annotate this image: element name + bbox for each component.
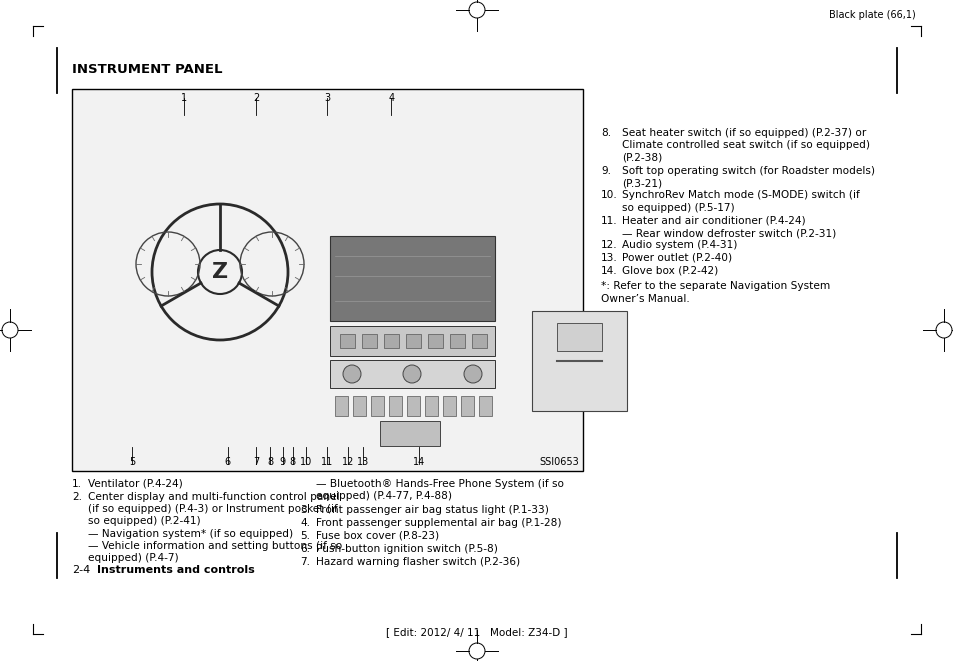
Bar <box>335 396 348 416</box>
Bar <box>450 334 464 348</box>
Bar <box>371 396 384 416</box>
Text: 2-4: 2-4 <box>71 565 91 575</box>
Text: 12: 12 <box>341 457 354 467</box>
Text: 5.: 5. <box>299 531 310 541</box>
Bar <box>472 334 486 348</box>
Text: Climate controlled seat switch (if so equipped): Climate controlled seat switch (if so eq… <box>621 141 869 151</box>
Text: — Navigation system* (if so equipped): — Navigation system* (if so equipped) <box>88 529 293 539</box>
Text: Owner’s Manual.: Owner’s Manual. <box>600 293 689 303</box>
Text: 11.: 11. <box>600 215 617 225</box>
Bar <box>330 236 495 321</box>
Text: 10.: 10. <box>600 190 618 200</box>
Text: 3.: 3. <box>299 505 310 515</box>
Bar <box>428 334 442 348</box>
Text: 11: 11 <box>321 457 334 467</box>
Text: (P.2-38): (P.2-38) <box>621 153 661 163</box>
Text: 2.: 2. <box>71 492 82 502</box>
Text: 4.: 4. <box>299 518 310 528</box>
Text: Black plate (66,1): Black plate (66,1) <box>828 10 915 20</box>
Bar <box>424 396 437 416</box>
Text: Fuse box cover (P.8-23): Fuse box cover (P.8-23) <box>315 531 438 541</box>
Text: 9.: 9. <box>600 165 610 176</box>
Text: 8.: 8. <box>600 128 611 138</box>
Text: 9: 9 <box>279 457 285 467</box>
Text: Hazard warning flasher switch (P.2-36): Hazard warning flasher switch (P.2-36) <box>315 557 519 567</box>
Text: Instruments and controls: Instruments and controls <box>97 565 254 575</box>
Text: 13.: 13. <box>600 253 618 263</box>
Text: SSI0653: SSI0653 <box>538 457 578 467</box>
Text: 8: 8 <box>267 457 274 467</box>
Text: *: Refer to the separate Navigation System: *: Refer to the separate Navigation Syst… <box>600 281 829 291</box>
Text: 14: 14 <box>413 457 425 467</box>
Bar <box>339 334 355 348</box>
Text: equipped) (P.4-77, P.4-88): equipped) (P.4-77, P.4-88) <box>315 491 452 501</box>
Text: 7: 7 <box>253 457 259 467</box>
Text: Seat heater switch (if so equipped) (P.2-37) or: Seat heater switch (if so equipped) (P.2… <box>621 128 865 138</box>
Text: Front passenger supplemental air bag (P.1-28): Front passenger supplemental air bag (P.… <box>315 518 561 528</box>
Bar <box>532 311 626 411</box>
Bar <box>557 323 601 351</box>
Text: — Bluetooth® Hands-Free Phone System (if so: — Bluetooth® Hands-Free Phone System (if… <box>315 479 563 489</box>
Text: 10: 10 <box>299 457 312 467</box>
Bar <box>407 396 419 416</box>
Text: 3: 3 <box>324 93 331 103</box>
Text: 8: 8 <box>290 457 295 467</box>
Text: — Rear window defroster switch (P.2-31): — Rear window defroster switch (P.2-31) <box>621 228 836 238</box>
Bar <box>330 326 495 356</box>
Bar <box>379 421 439 446</box>
Text: 4: 4 <box>388 93 394 103</box>
Text: 2: 2 <box>253 93 259 103</box>
Bar <box>406 334 420 348</box>
Text: SynchroRev Match mode (S-MODE) switch (if: SynchroRev Match mode (S-MODE) switch (i… <box>621 190 859 200</box>
Bar <box>71 89 582 471</box>
Text: 6.: 6. <box>299 544 310 554</box>
Text: 14.: 14. <box>600 266 617 276</box>
Text: Center display and multi-function control panel: Center display and multi-function contro… <box>88 492 339 502</box>
Circle shape <box>463 365 481 383</box>
Bar <box>442 396 456 416</box>
Circle shape <box>343 365 360 383</box>
Text: 13: 13 <box>356 457 369 467</box>
Bar <box>330 360 495 388</box>
Bar <box>460 396 474 416</box>
Circle shape <box>402 365 420 383</box>
Text: Z: Z <box>212 262 228 282</box>
Text: [ Edit: 2012/ 4/ 11   Model: Z34-D ]: [ Edit: 2012/ 4/ 11 Model: Z34-D ] <box>386 627 567 637</box>
Text: so equipped) (P.2-41): so equipped) (P.2-41) <box>88 516 200 526</box>
Text: Soft top operating switch (for Roadster models): Soft top operating switch (for Roadster … <box>621 165 874 176</box>
Text: Ventilator (P.4-24): Ventilator (P.4-24) <box>88 479 183 489</box>
Bar <box>389 396 401 416</box>
Text: 1: 1 <box>181 93 188 103</box>
Text: equipped) (P.4-7): equipped) (P.4-7) <box>88 553 178 563</box>
Text: Front passenger air bag status light (P.1-33): Front passenger air bag status light (P.… <box>315 505 548 515</box>
Text: Glove box (P.2-42): Glove box (P.2-42) <box>621 266 718 276</box>
Text: (if so equipped) (P.4-3) or Instrument pocket (if: (if so equipped) (P.4-3) or Instrument p… <box>88 504 337 514</box>
Text: Push-button ignition switch (P.5-8): Push-button ignition switch (P.5-8) <box>315 544 497 554</box>
Text: (P.3-21): (P.3-21) <box>621 178 661 188</box>
Text: so equipped) (P.5-17): so equipped) (P.5-17) <box>621 203 734 213</box>
Text: Heater and air conditioner (P.4-24): Heater and air conditioner (P.4-24) <box>621 215 804 225</box>
Bar <box>361 334 376 348</box>
Text: 6: 6 <box>225 457 231 467</box>
Text: Power outlet (P.2-40): Power outlet (P.2-40) <box>621 253 731 263</box>
Text: 1.: 1. <box>71 479 82 489</box>
Text: Audio system (P.4-31): Audio system (P.4-31) <box>621 241 737 251</box>
Text: INSTRUMENT PANEL: INSTRUMENT PANEL <box>71 63 222 76</box>
Text: 7.: 7. <box>299 557 310 567</box>
Text: 5: 5 <box>129 457 135 467</box>
Text: — Vehicle information and setting buttons (if so: — Vehicle information and setting button… <box>88 541 342 551</box>
Bar <box>384 334 398 348</box>
Text: 12.: 12. <box>600 241 617 251</box>
Bar <box>478 396 492 416</box>
Bar <box>353 396 366 416</box>
